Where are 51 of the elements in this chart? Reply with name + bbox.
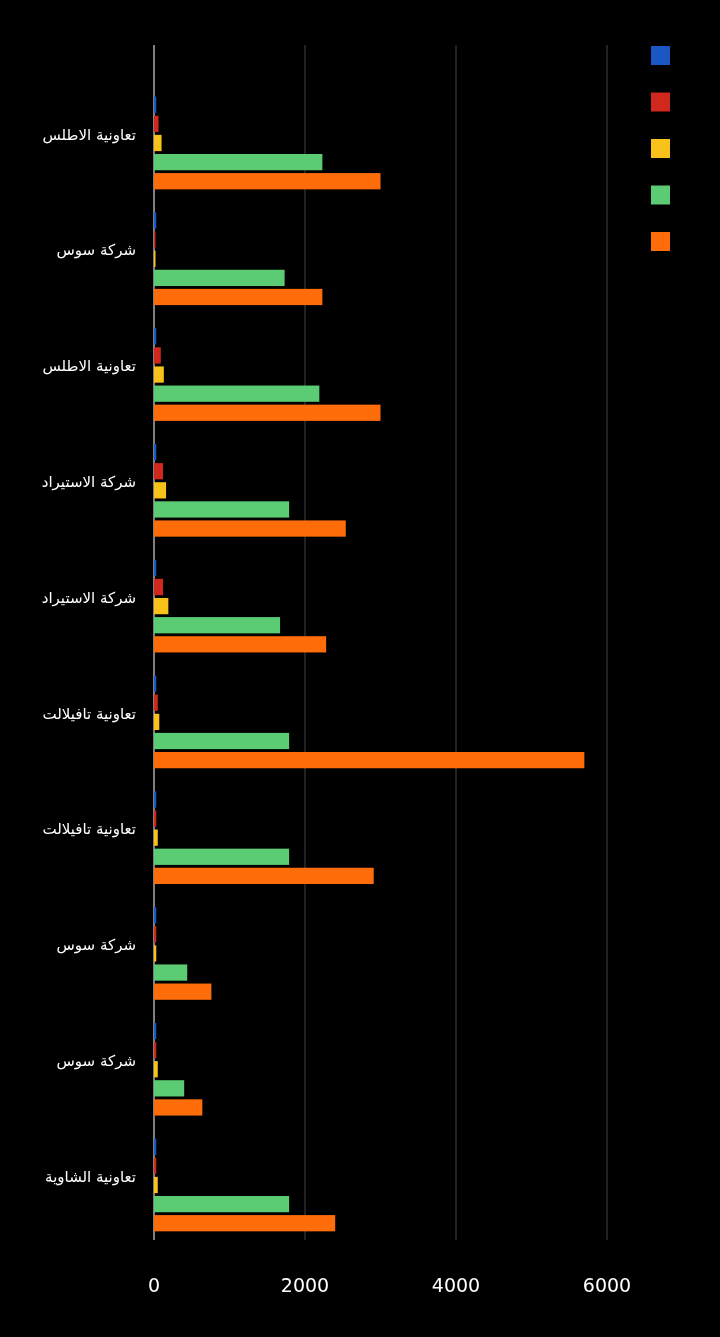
bar	[154, 1099, 203, 1116]
bar	[154, 288, 323, 306]
bar	[154, 983, 212, 1000]
bar	[154, 617, 281, 634]
bar	[154, 694, 158, 711]
y-tick-label: شركة سوس	[56, 936, 136, 955]
y-tick-label: تعاونية تافيلالت	[42, 820, 136, 839]
bar	[154, 848, 290, 865]
bar	[154, 269, 285, 286]
bar	[154, 1080, 185, 1097]
x-tick-label: 6000	[582, 1274, 632, 1296]
bar	[154, 173, 381, 190]
bar	[154, 964, 188, 981]
bar	[154, 482, 167, 499]
x-tick-label: 0	[147, 1274, 161, 1296]
bar	[154, 945, 157, 962]
bar	[154, 520, 346, 537]
y-tick-label: تعاونية الاطلس	[42, 125, 136, 144]
y-tick-label: شركة الاستيراد	[41, 588, 136, 607]
bar	[154, 791, 157, 808]
bar	[154, 404, 381, 421]
y-tick-label: تعاونية الاطلس	[42, 357, 136, 376]
y-tick-label: تعاونية تافيلالت	[42, 704, 136, 723]
bar	[154, 1195, 290, 1213]
bar	[154, 867, 374, 885]
bar	[154, 212, 157, 229]
bar	[154, 366, 164, 383]
bar	[154, 1215, 336, 1232]
bar	[154, 501, 290, 518]
bar	[154, 732, 290, 750]
bar	[154, 597, 169, 615]
y-tick-label: شركة سوس	[56, 1051, 136, 1070]
bar	[154, 1061, 158, 1078]
bar	[154, 134, 162, 152]
bar	[154, 829, 158, 846]
bar	[154, 713, 160, 731]
x-tick-label: 2000	[280, 1274, 330, 1296]
bar	[154, 153, 323, 171]
x-tick-label: 4000	[431, 1274, 481, 1296]
y-tick-label: شركة الاستيراد	[41, 472, 136, 491]
bar	[154, 810, 157, 827]
bar	[154, 578, 164, 596]
bar	[154, 347, 161, 364]
y-tick-label: شركة سوس	[56, 241, 136, 260]
bar	[154, 1176, 158, 1194]
bar	[154, 115, 159, 133]
bar	[154, 385, 320, 402]
bar	[154, 751, 585, 769]
bar	[154, 463, 164, 480]
y-tick-label: تعاونية الشاوية	[45, 1167, 136, 1186]
bar	[154, 636, 327, 653]
